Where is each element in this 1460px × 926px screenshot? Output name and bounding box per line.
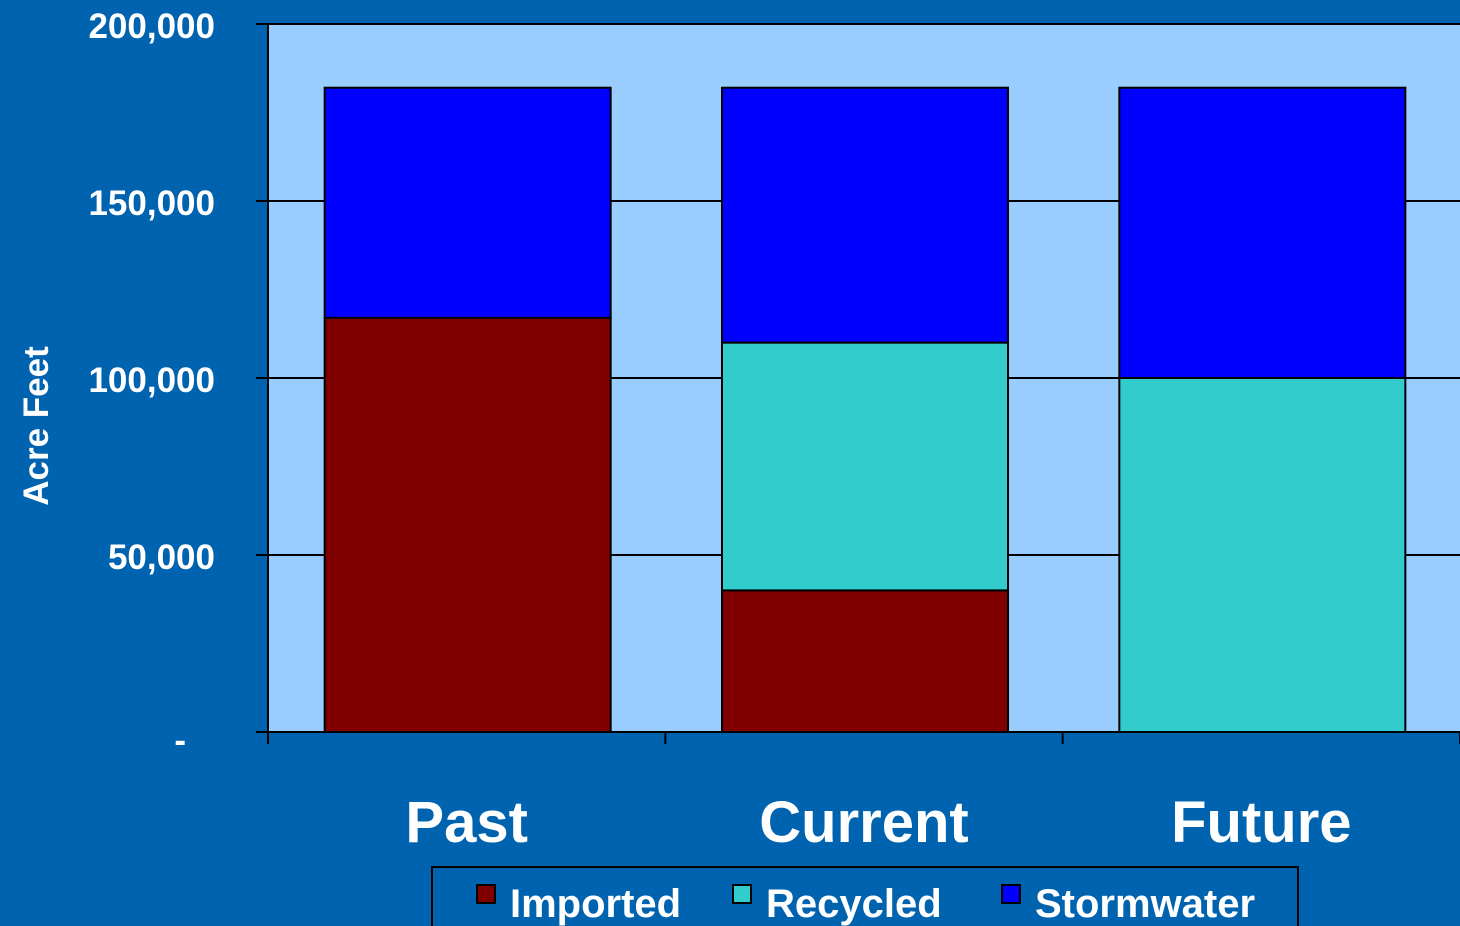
bar-past-stormwater bbox=[323, 86, 612, 319]
bar-current-stormwater bbox=[721, 86, 1009, 344]
y-tick-label: 50,000 bbox=[108, 538, 215, 577]
legend-label-imported: Imported bbox=[510, 882, 681, 926]
legend-label-recycled: Recycled bbox=[766, 882, 942, 926]
legend-label-stormwater: Stormwater bbox=[1035, 882, 1255, 926]
x-ticks: Past Current Future bbox=[267, 732, 1460, 855]
bar-current-recycled bbox=[721, 341, 1009, 592]
legend-swatch-recycled bbox=[732, 884, 752, 904]
bar-future-stormwater bbox=[1118, 86, 1407, 379]
bar-current-imported bbox=[721, 589, 1009, 734]
x-tick-label-future: Future bbox=[1171, 790, 1351, 855]
bar-future-recycled bbox=[1118, 377, 1407, 733]
legend-swatch-stormwater bbox=[1001, 884, 1021, 904]
y-tick-label: 200,000 bbox=[88, 7, 215, 46]
x-tick-label-current: Current bbox=[759, 790, 968, 855]
y-ticks: - 50,000 100,000 150,000 200,000 bbox=[88, 7, 268, 760]
y-tick-label: - bbox=[174, 721, 186, 760]
legend-swatch-imported bbox=[476, 884, 496, 904]
y-tick-label: 100,000 bbox=[88, 361, 215, 400]
y-axis-title: Acre Feet bbox=[17, 346, 56, 506]
x-tick-label-past: Past bbox=[405, 790, 528, 855]
y-tick-label: 150,000 bbox=[88, 184, 215, 223]
legend: Imported Recycled Stormwater bbox=[431, 866, 1299, 926]
bar-past-imported bbox=[323, 316, 612, 733]
bars bbox=[323, 86, 1407, 734]
legend-box bbox=[431, 866, 1299, 926]
